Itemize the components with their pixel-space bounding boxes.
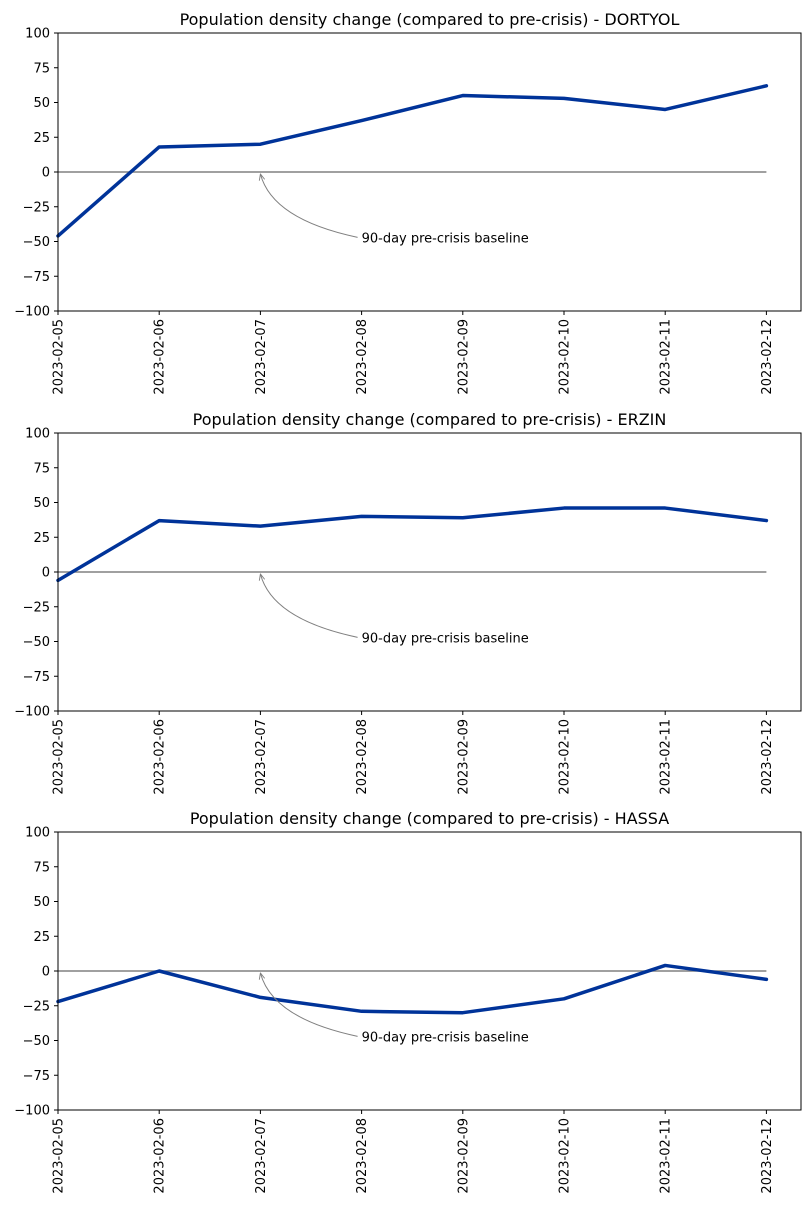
y-tick-label: 75 <box>33 461 50 476</box>
x-tick-label: 2023-02-12 <box>760 719 775 795</box>
y-tick-label: −75 <box>23 1069 50 1084</box>
y-tick-label: −50 <box>23 635 50 650</box>
x-tick-label: 2023-02-09 <box>456 719 471 795</box>
series-line <box>56 506 769 583</box>
y-tick-label: −75 <box>23 670 50 685</box>
series-line <box>56 84 769 238</box>
x-tick-label: 2023-02-06 <box>153 319 168 395</box>
x-tick-label: 2023-02-05 <box>52 719 67 795</box>
y-tick-label: 50 <box>33 96 50 111</box>
x-tick-label: 2023-02-07 <box>254 1118 269 1194</box>
series-line <box>56 963 769 1015</box>
y-tick-label: −100 <box>14 1104 50 1119</box>
y-tick-label: −100 <box>14 705 50 720</box>
y-tick-label: 50 <box>33 895 50 910</box>
x-tick-label: 2023-02-07 <box>254 719 269 795</box>
annotation-label: 90-day pre-crisis baseline <box>362 631 529 646</box>
chart-title: Population density change (compared to p… <box>190 809 669 828</box>
chart-title: Population density change (compared to p… <box>193 410 667 429</box>
y-tick-label: 0 <box>42 566 50 581</box>
y-tick-label: −50 <box>23 1034 50 1049</box>
y-tick-label: 25 <box>33 131 50 146</box>
y-tick-label: 0 <box>42 166 50 181</box>
y-tick-label: 100 <box>25 27 50 42</box>
annotation-arrow <box>260 973 358 1037</box>
y-tick-label: 100 <box>25 826 50 841</box>
x-tick-label: 2023-02-11 <box>659 1118 674 1194</box>
x-tick-label: 2023-02-09 <box>456 1118 471 1194</box>
y-tick-label: 100 <box>25 427 50 442</box>
y-tick-label: 75 <box>33 860 50 875</box>
y-tick-label: −25 <box>23 999 50 1014</box>
annotation-label: 90-day pre-crisis baseline <box>362 231 529 246</box>
x-tick-label: 2023-02-09 <box>456 319 471 395</box>
x-tick-label: 2023-02-06 <box>153 719 168 795</box>
x-tick-label: 2023-02-10 <box>558 319 573 395</box>
x-tick-label: 2023-02-11 <box>659 319 674 395</box>
x-tick-label: 2023-02-06 <box>153 1118 168 1194</box>
y-tick-label: −25 <box>23 600 50 615</box>
y-tick-label: −100 <box>14 305 50 320</box>
x-tick-label: 2023-02-08 <box>355 719 370 795</box>
x-tick-label: 2023-02-05 <box>52 319 67 395</box>
y-tick-label: 0 <box>42 965 50 980</box>
x-tick-label: 2023-02-07 <box>254 319 269 395</box>
x-tick-label: 2023-02-11 <box>659 719 674 795</box>
y-tick-label: 50 <box>33 496 50 511</box>
x-tick-label: 2023-02-12 <box>760 319 775 395</box>
y-tick-label: 25 <box>33 531 50 546</box>
chart-panel: Population density change (compared to p… <box>14 410 802 795</box>
chart-panel: Population density change (compared to p… <box>14 809 802 1194</box>
x-tick-label: 2023-02-05 <box>52 1118 67 1194</box>
y-tick-label: 25 <box>33 930 50 945</box>
x-tick-label: 2023-02-08 <box>355 1118 370 1194</box>
annotation-arrow <box>260 174 358 238</box>
annotation-arrow <box>260 574 358 638</box>
y-tick-label: −25 <box>23 200 50 215</box>
y-tick-label: 75 <box>33 61 50 76</box>
chart-title: Population density change (compared to p… <box>180 10 680 29</box>
annotation-label: 90-day pre-crisis baseline <box>362 1030 529 1045</box>
y-tick-label: −75 <box>23 270 50 285</box>
x-tick-label: 2023-02-08 <box>355 319 370 395</box>
y-tick-label: −50 <box>23 235 50 250</box>
chart-panel: Population density change (compared to p… <box>14 10 802 395</box>
x-tick-label: 2023-02-12 <box>760 1118 775 1194</box>
x-tick-label: 2023-02-10 <box>558 1118 573 1194</box>
x-tick-label: 2023-02-10 <box>558 719 573 795</box>
